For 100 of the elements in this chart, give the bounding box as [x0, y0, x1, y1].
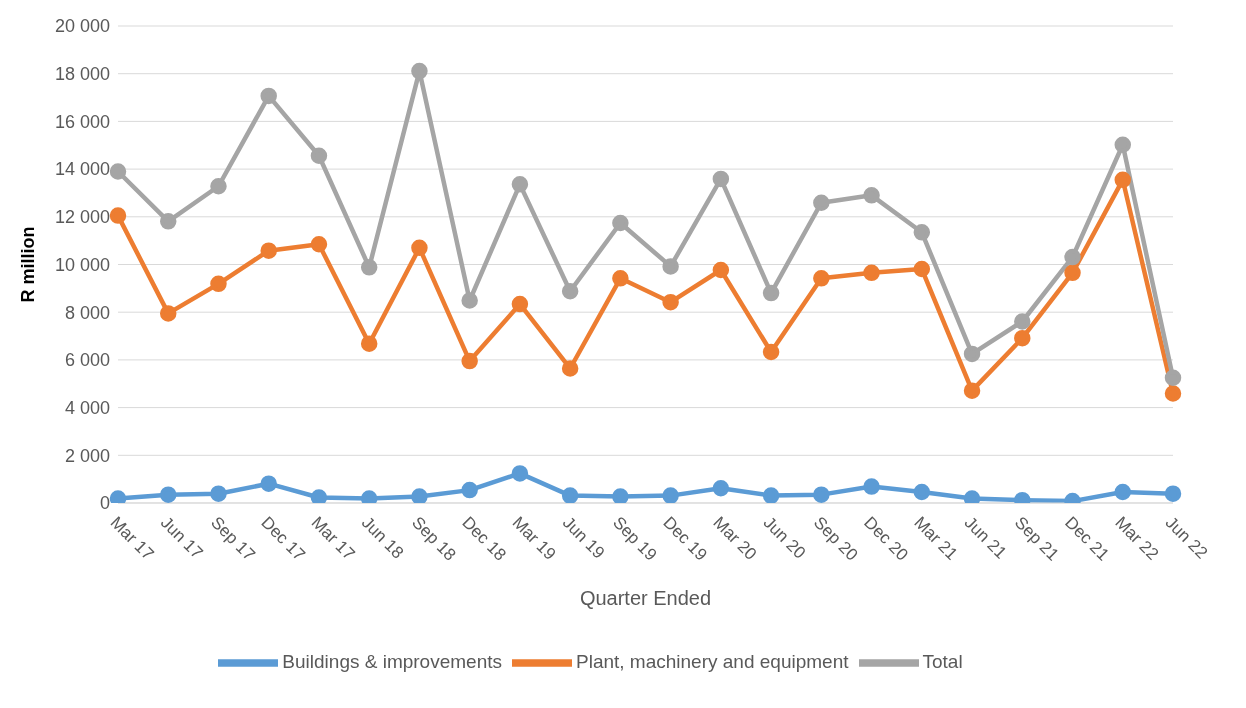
y-tick-label: 20 000: [54, 16, 110, 37]
point: [360, 259, 378, 276]
point: [913, 483, 931, 501]
legend-label: Plant, machinery and equipment: [576, 651, 849, 673]
y-axis-title: R million: [18, 226, 39, 303]
point: [310, 489, 328, 503]
point: [913, 224, 931, 241]
point: [1014, 329, 1031, 347]
y-tick-label: 10 000: [54, 254, 110, 275]
point: [310, 235, 328, 253]
point: [411, 488, 428, 503]
y-tick-label: 6 000: [64, 350, 110, 371]
point: [159, 213, 177, 230]
x-tick-label: Dec 18: [458, 512, 510, 565]
point: [1164, 385, 1182, 402]
point: [762, 343, 780, 361]
point: [863, 478, 880, 495]
y-tick-label: 8 000: [64, 302, 110, 323]
legend-label: Total: [922, 651, 963, 673]
point: [712, 479, 730, 497]
x-tick-label: Mar 17: [307, 512, 359, 564]
point: [210, 178, 227, 195]
point: [511, 465, 529, 482]
point: [963, 345, 981, 363]
x-tick-label: Sep 18: [408, 512, 460, 565]
point: [762, 487, 780, 503]
x-tick-label: Dec 17: [257, 512, 309, 565]
x-tick-label: Dec 19: [659, 512, 711, 565]
y-tick-label: 16 000: [54, 111, 110, 132]
point: [913, 260, 931, 278]
x-tick-label: Dec 21: [1061, 512, 1113, 565]
point: [561, 487, 579, 503]
x-tick-label: Mar 22: [1111, 512, 1163, 564]
x-tick-label: Sep 21: [1010, 512, 1063, 565]
point: [1014, 313, 1031, 330]
point: [511, 295, 529, 313]
point: [863, 187, 880, 204]
point: [1064, 248, 1081, 266]
legend-label: Buildings & improvements: [282, 651, 502, 673]
point: [260, 475, 277, 492]
point: [260, 87, 277, 105]
y-tick-label: 0: [99, 493, 110, 514]
point: [662, 258, 679, 275]
point: [1114, 171, 1132, 189]
x-tick-label: Jun 18: [357, 512, 408, 563]
x-tick-label: Mar 20: [709, 512, 761, 564]
point: [813, 486, 830, 503]
x-tick-label: Jun 17: [156, 512, 207, 563]
x-tick-label: Sep 20: [810, 512, 862, 565]
point: [159, 486, 177, 503]
point: [411, 62, 428, 80]
point: [813, 270, 830, 287]
point: [461, 481, 478, 499]
point: [712, 261, 730, 279]
point: [612, 488, 629, 503]
point: [863, 264, 880, 282]
point: [612, 214, 629, 232]
y-tick-label: 18 000: [54, 64, 110, 85]
point: [1164, 369, 1182, 387]
point: [260, 242, 277, 259]
x-axis-title: Quarter Ended: [579, 587, 712, 609]
x-tick-label: Jun 20: [759, 512, 810, 563]
x-tick-label: Sep 17: [207, 512, 259, 565]
point: [461, 292, 478, 309]
point: [662, 293, 679, 311]
x-tick-label: Jun 19: [558, 512, 609, 563]
point: [1114, 136, 1132, 154]
point: [411, 239, 428, 257]
point: [762, 284, 780, 302]
point: [109, 490, 127, 503]
point: [712, 170, 730, 188]
point: [1064, 264, 1081, 282]
point: [813, 194, 830, 211]
y-tick-label: 4 000: [64, 397, 110, 418]
point: [662, 487, 679, 503]
y-tick-label: 12 000: [54, 207, 110, 228]
point: [461, 352, 478, 370]
point: [360, 335, 378, 352]
x-tick-label: Jun 22: [1161, 512, 1212, 563]
point: [561, 360, 579, 377]
y-tick-label: 2 000: [64, 445, 110, 466]
point: [159, 305, 177, 322]
point: [1164, 485, 1182, 502]
x-tick-label: Dec 20: [860, 512, 912, 565]
point: [561, 282, 579, 300]
point: [310, 147, 328, 164]
x-tick-label: Sep 19: [609, 512, 661, 565]
point: [109, 207, 127, 224]
x-tick-label: Mar 19: [508, 512, 560, 564]
point: [963, 382, 981, 399]
point: [109, 163, 127, 180]
point: [511, 176, 529, 193]
x-tick-label: Jun 21: [960, 512, 1011, 563]
point: [210, 485, 227, 502]
x-tick-label: Mar 17: [106, 512, 158, 564]
y-tick-label: 14 000: [54, 159, 110, 180]
point: [612, 270, 629, 287]
x-tick-label: Mar 21: [910, 512, 962, 564]
point: [1114, 483, 1132, 501]
point: [210, 275, 227, 293]
